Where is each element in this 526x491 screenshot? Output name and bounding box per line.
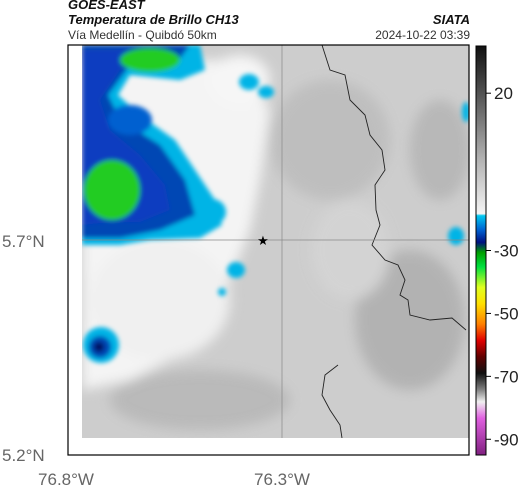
lat-tick-label: 5.2°N — [2, 446, 45, 465]
lon-tick-label: 76.3°W — [254, 470, 310, 489]
colorbar-tick-label: -70 — [494, 367, 519, 386]
timestamp-label: 2024-10-22 03:39 — [375, 28, 470, 42]
product-title: Temperatura de Brillo CH13 — [68, 12, 239, 27]
colorbar-tick-label: 20 — [494, 84, 513, 103]
colorbar-gradient — [475, 45, 487, 456]
border-line — [321, 45, 467, 331]
coastline — [321, 364, 343, 438]
satellite-image: ★ — [82, 45, 469, 438]
agency-label: SIATA — [432, 12, 470, 27]
colorbar: 20 -30 -50 -70 -90 — [475, 45, 519, 456]
satellite-title: GOES-EAST — [68, 0, 145, 12]
lat-tick-label: 5.7°N — [2, 232, 45, 251]
colorbar-tick-label: -90 — [494, 430, 519, 449]
map-frame — [67, 44, 470, 456]
lon-tick-label: 76.8°W — [38, 470, 94, 489]
star-icon: ★ — [257, 233, 269, 248]
route-subtitle: Vía Medellín - Quibdó 50km — [68, 28, 217, 42]
colorbar-tick-label: -50 — [494, 304, 519, 323]
colorbar-tick-label: -30 — [494, 242, 519, 261]
